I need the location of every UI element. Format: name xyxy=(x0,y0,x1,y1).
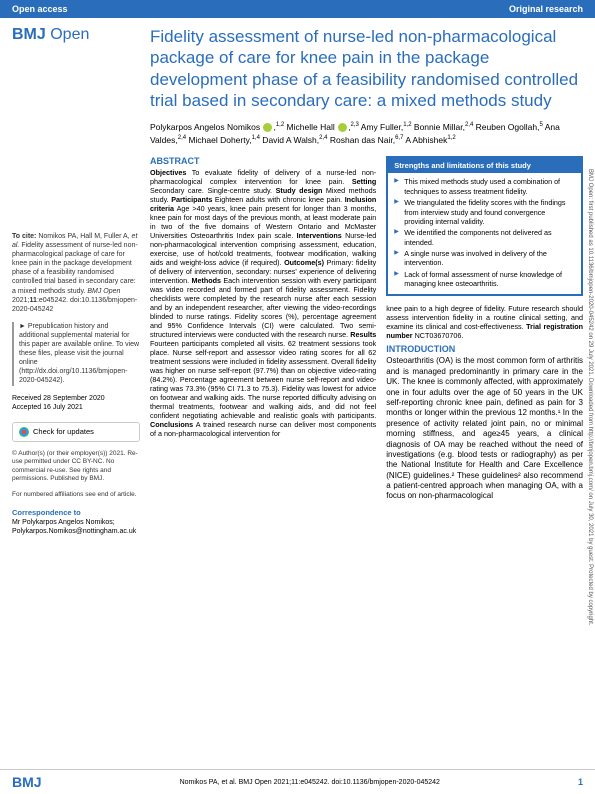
header-bar: Open access Original research xyxy=(0,0,595,18)
check-updates-label: Check for updates xyxy=(33,427,94,436)
open-access-label: Open access xyxy=(12,4,68,14)
copyright-text: © Author(s) (or their employer(s)) 2021.… xyxy=(12,450,140,484)
correspondence-body: Mr Polykarpos Angelos Nomikos; Polykarpo… xyxy=(12,518,140,536)
footer-citation: Nomikos PA, et al. BMJ Open 2021;11:e045… xyxy=(180,779,440,786)
accepted-date: Accepted 16 July 2021 xyxy=(12,403,140,412)
abstract-columns: ABSTRACT Objectives To evaluate fidelity… xyxy=(150,156,583,501)
dates-box: Received 28 September 2020 Accepted 16 J… xyxy=(12,394,140,412)
authors-list: Polykarpos Angelos Nomikos ,1,2 Michelle… xyxy=(150,121,583,146)
received-date: Received 28 September 2020 xyxy=(12,394,140,403)
supplemental-box: ► Prepublication history and additional … xyxy=(12,322,140,386)
strengths-box: Strengths and limitations of this study … xyxy=(386,156,583,296)
right-column: Fidelity assessment of nurse-led non-pha… xyxy=(150,26,583,536)
abstract-heading: ABSTRACT xyxy=(150,156,376,166)
strength-item: This mixed methods study used a combinat… xyxy=(394,177,575,196)
affiliations-note: For numbered affiliations see end of art… xyxy=(12,491,140,499)
check-updates-button[interactable]: Check for updates xyxy=(12,422,140,442)
download-sidebar: BMJ Open: first published as 10.1136/bmj… xyxy=(581,30,593,764)
strength-item: We triangulated the fidelity scores with… xyxy=(394,198,575,226)
strengths-list: This mixed methods study used a combinat… xyxy=(388,173,581,294)
strength-item: A single nurse was involved in delivery … xyxy=(394,249,575,268)
strength-item: Lack of formal assessment of nurse knowl… xyxy=(394,270,575,289)
abstract-left: ABSTRACT Objectives To evaluate fidelity… xyxy=(150,156,376,501)
article-type-label: Original research xyxy=(509,4,583,14)
left-column: BMJ Open To cite: Nomikos PA, Hall M, Fu… xyxy=(12,26,140,536)
correspondence-title: Correspondence to xyxy=(12,508,140,518)
introduction-heading: INTRODUCTION xyxy=(386,344,583,354)
abstract-right: Strengths and limitations of this study … xyxy=(386,156,583,501)
strength-item: We identified the components not deliver… xyxy=(394,228,575,247)
correspondence-box: Correspondence to Mr Polykarpos Angelos … xyxy=(12,508,140,536)
introduction-text: Osteoarthritis (OA) is the most common f… xyxy=(386,356,583,501)
main-content: BMJ Open To cite: Nomikos PA, Hall M, Fu… xyxy=(0,18,595,540)
crossmark-icon xyxy=(19,427,29,437)
journal-logo: BMJ Open xyxy=(12,26,140,44)
bmj-footer-logo: BMJ xyxy=(12,774,42,790)
article-title: Fidelity assessment of nurse-led non-pha… xyxy=(150,26,583,111)
abstract-text: Objectives To evaluate fidelity of deliv… xyxy=(150,168,376,438)
footer: BMJ Nomikos PA, et al. BMJ Open 2021;11:… xyxy=(0,769,595,794)
strengths-header: Strengths and limitations of this study xyxy=(388,158,581,173)
page-number: 1 xyxy=(578,777,583,787)
abstract-continuation: knee pain to a high degree of fidelity. … xyxy=(386,304,583,340)
citation-box: To cite: Nomikos PA, Hall M, Fuller A, e… xyxy=(12,232,140,314)
